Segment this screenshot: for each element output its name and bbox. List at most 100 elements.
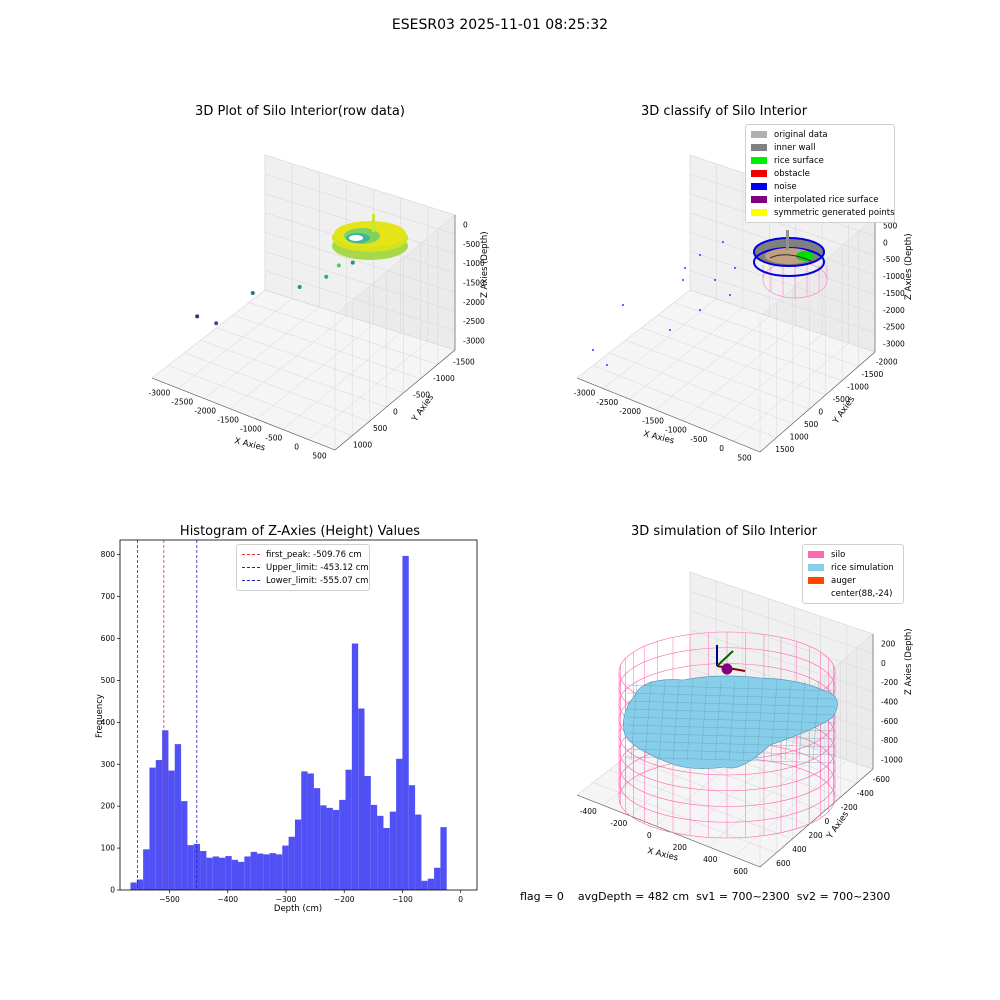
grid-line — [232, 314, 421, 379]
histogram-bar — [200, 851, 207, 890]
grid-line — [655, 316, 770, 410]
x-tick-label: -2500 — [171, 398, 193, 407]
mesh-line — [626, 708, 836, 716]
x-tick-label: -1500 — [217, 416, 239, 425]
histogram-bar — [155, 760, 163, 890]
mesh-line — [770, 680, 778, 761]
legend-label: inner wall — [774, 142, 816, 153]
grid-line — [264, 251, 456, 312]
x-tick-label: −200 — [334, 895, 355, 904]
histogram-bar — [332, 809, 340, 890]
z-tick-label: -1500 — [463, 279, 485, 288]
legend-label: symmetric generated points — [774, 207, 895, 218]
noise-point — [682, 279, 684, 281]
grid-line — [264, 270, 456, 331]
legend-label: auger — [831, 575, 856, 586]
histogram-bar — [181, 801, 188, 890]
histogram-bar — [275, 854, 283, 890]
y-tick-label: 400 — [101, 718, 116, 727]
grid-line — [707, 751, 821, 847]
panel1-xlabel: X Axies — [233, 436, 266, 453]
legend-entry: Lower_limit: -555.07 cm — [242, 574, 368, 587]
legend-label: Upper_limit: -453.12 cm — [266, 562, 369, 573]
y-tick-label: 300 — [101, 760, 116, 769]
legend-entry: original data — [751, 128, 889, 141]
legend-entry: auger — [808, 574, 898, 587]
legend-entry: rice simulation — [808, 561, 898, 574]
histogram-bar — [358, 708, 365, 890]
y-tick-label: 1000 — [790, 432, 809, 441]
legend-swatch — [808, 577, 824, 584]
panel2-title: 3D classify of Silo Interior — [640, 104, 808, 119]
x-tick-label: -3000 — [574, 389, 596, 398]
data-point — [350, 260, 355, 265]
z-tick-label: -3000 — [883, 340, 905, 349]
histogram-bar — [345, 769, 352, 890]
histogram-bar — [339, 799, 346, 890]
panel4-zlabel: Z Axies (Depth) — [904, 628, 914, 695]
mesh-line — [626, 684, 836, 692]
z-tick-label: -1500 — [883, 289, 905, 298]
panel4-title: 3D simulation of Silo Interior — [631, 524, 817, 539]
legend-swatch — [808, 551, 824, 558]
histogram-bar — [383, 827, 390, 890]
y-tick-label: 200 — [101, 802, 116, 811]
grid-line — [200, 340, 387, 408]
grid-line — [681, 742, 795, 837]
x-tick-label: -500 — [265, 434, 282, 443]
z-tick-label: -600 — [881, 717, 898, 726]
legend-swatch — [751, 131, 767, 138]
figure-title: ESESR03 2025-11-01 08:25:32 — [391, 17, 609, 33]
grid-line — [689, 571, 874, 635]
histogram-bar — [136, 879, 144, 890]
histogram-bar — [326, 807, 333, 890]
histogram-bar — [288, 836, 295, 890]
z-tick-label: -500 — [463, 240, 480, 249]
legend-line — [242, 567, 260, 568]
x-tick-label: -2500 — [596, 398, 618, 407]
grid-line — [248, 302, 438, 365]
histogram-bar — [421, 880, 428, 890]
flag-text: flag = 0 — [520, 890, 564, 903]
histogram-bar — [174, 744, 182, 890]
grid-line — [168, 365, 353, 436]
legend-label: obstacle — [774, 168, 810, 179]
mesh-line — [728, 680, 736, 761]
mesh-line — [658, 680, 666, 761]
histogram-bar — [307, 773, 314, 890]
grid-line — [576, 289, 691, 379]
panel2-zlabel: Z Axies (Depth) — [904, 233, 914, 300]
legend-line — [242, 580, 260, 581]
histogram-bar — [256, 853, 264, 890]
x-tick-label: -2000 — [194, 407, 216, 416]
y-tick-label: 400 — [792, 845, 807, 854]
x-tick-label: -500 — [690, 435, 707, 444]
grid-line — [151, 289, 266, 379]
x-tick-label: 200 — [673, 843, 688, 852]
histogram-bar — [440, 827, 447, 890]
x-tick-label: -3000 — [149, 389, 171, 398]
x-axis-line — [576, 377, 761, 453]
y-tick-label: 500 — [373, 424, 388, 433]
noise-point — [699, 254, 701, 256]
legend-entry: Upper_limit: -453.12 cm — [242, 561, 369, 574]
grid-line — [689, 610, 874, 673]
grid-line — [593, 365, 777, 438]
grid-line — [733, 342, 849, 442]
legend-label: interpolated rice surface — [774, 194, 879, 205]
noise-point — [592, 349, 594, 351]
noise-point — [606, 364, 608, 366]
mesh-line — [756, 680, 764, 761]
grid-line — [689, 629, 874, 693]
grid-line — [264, 231, 456, 293]
histogram-bar — [162, 730, 169, 890]
mesh-line — [686, 680, 694, 761]
grid-line — [264, 174, 456, 235]
y-tick-label: 0 — [393, 407, 398, 416]
z-tick-label: 0 — [463, 221, 468, 230]
grid-line — [609, 769, 793, 840]
histogram-xlabel: Depth (cm) — [274, 904, 322, 914]
legend-label: original data — [774, 129, 828, 140]
z-tick-label: -2500 — [463, 317, 485, 326]
x-axis-line — [151, 377, 336, 451]
